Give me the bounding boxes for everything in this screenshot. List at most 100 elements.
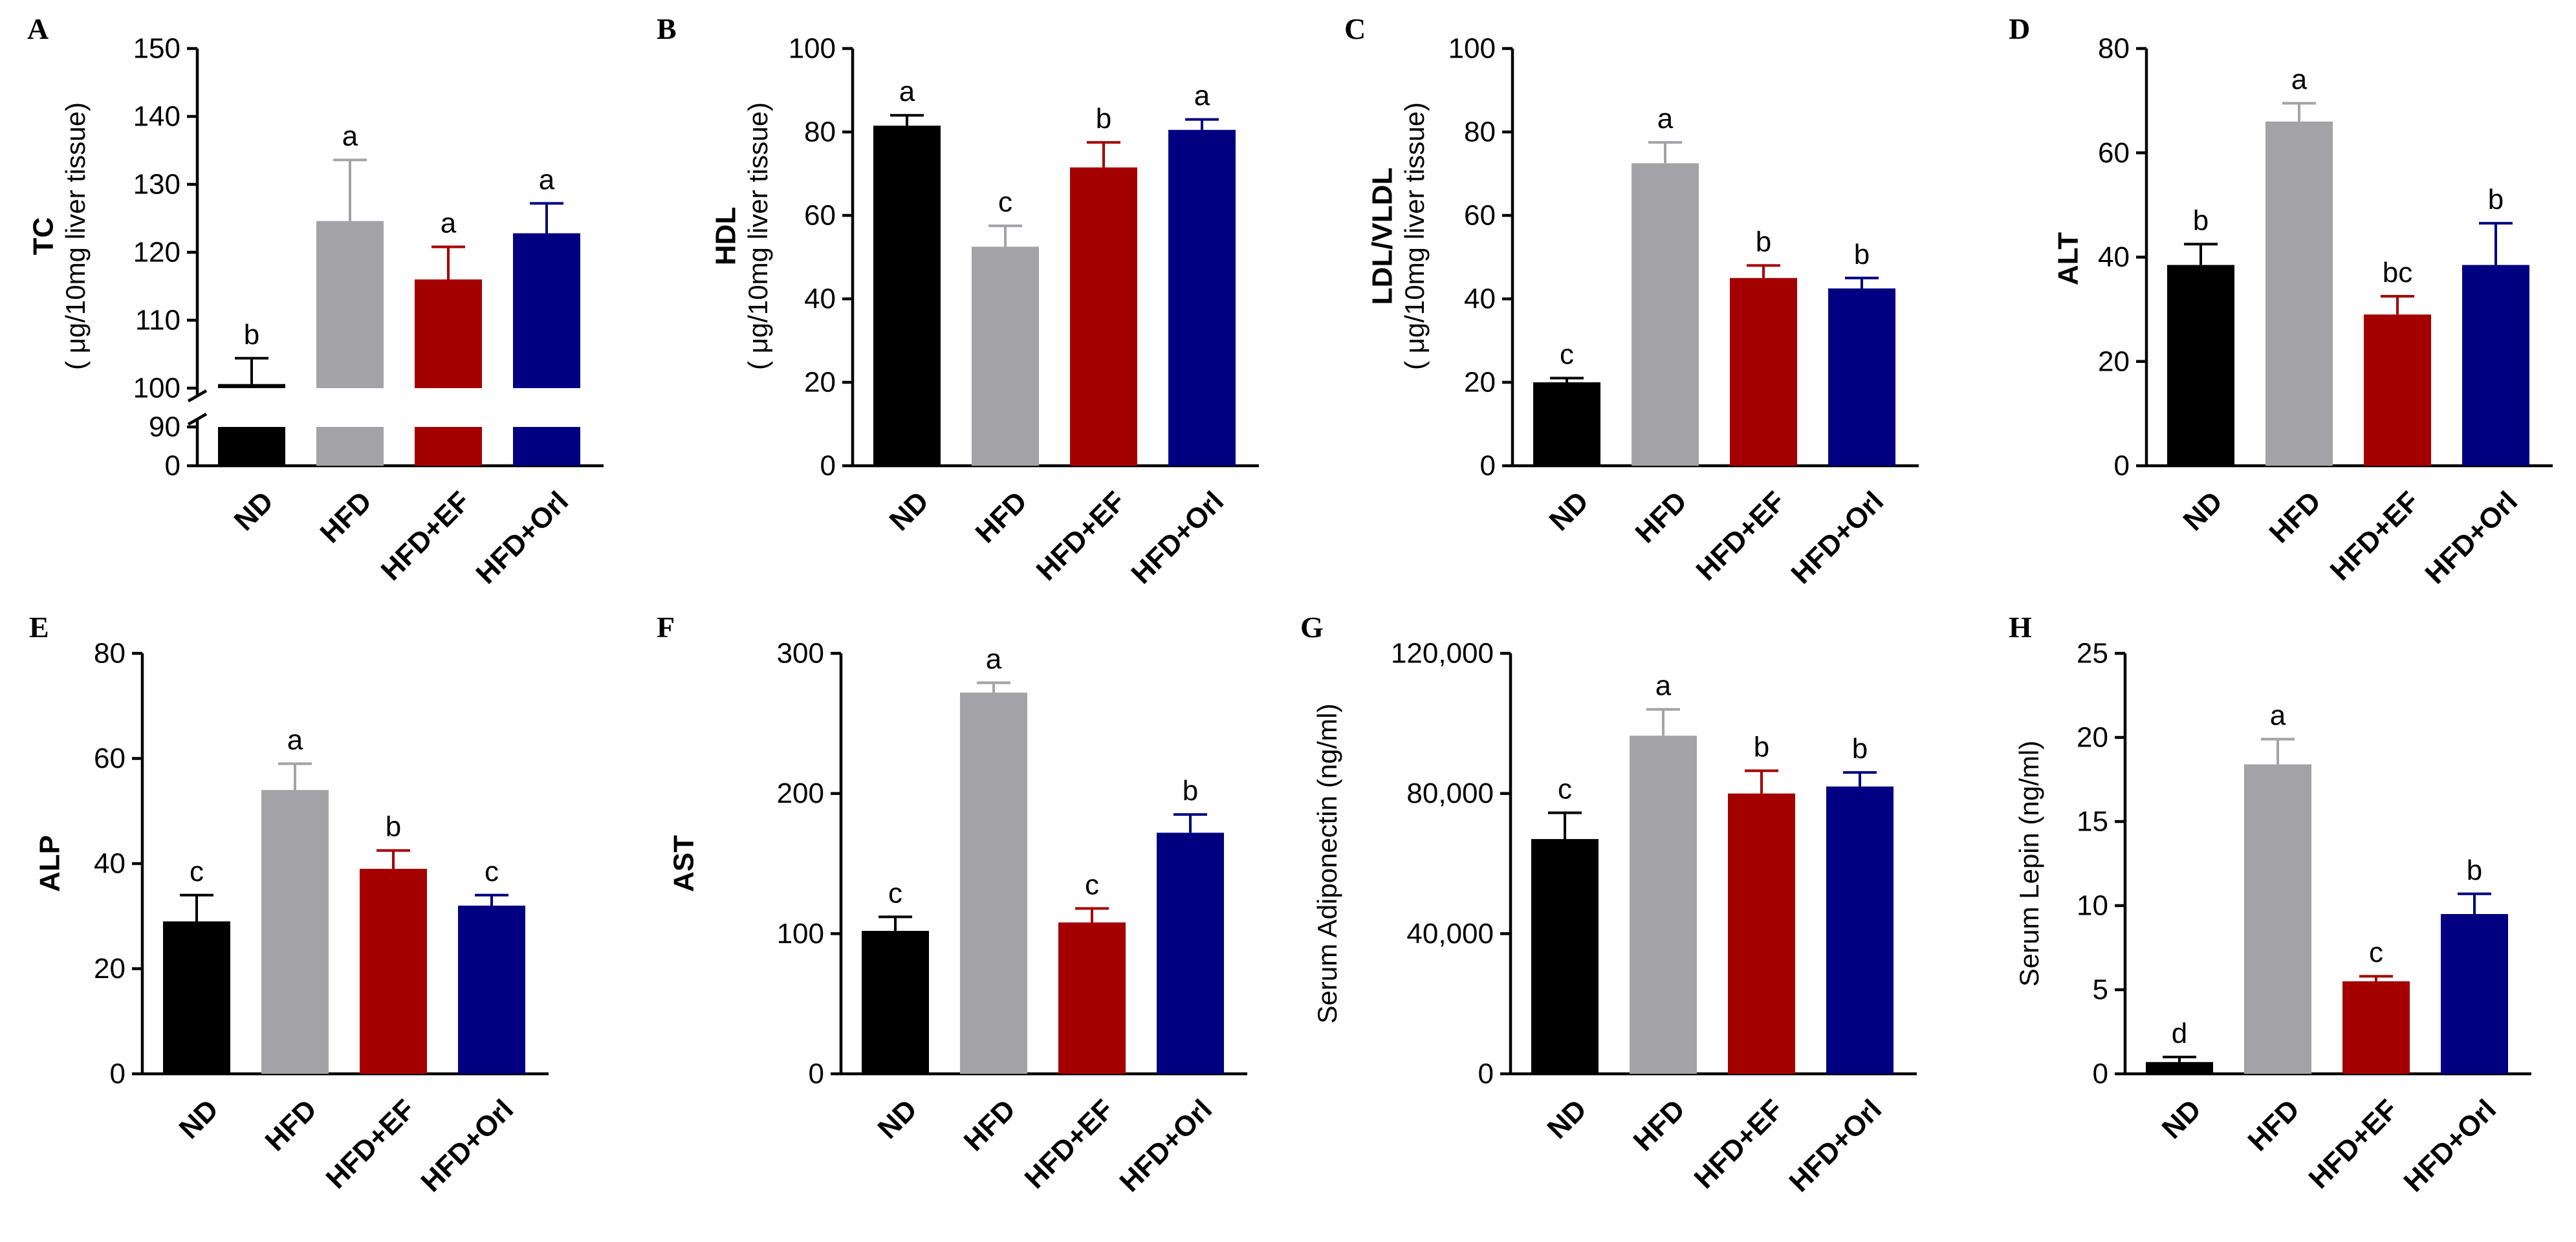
significance-letter: b [386,811,401,843]
significance-letter: a [441,208,457,239]
panel-f: F AST 0 100 200 300 c ND a HFD c HFD+EF b HFD+Orl [657,611,1247,1198]
category-label: ND [1542,1093,1593,1145]
category-label: ND [884,485,935,537]
y-tick-label: 60 [94,743,126,774]
y-tick-label: 40,000 [1406,918,1494,950]
panel-letter: H [2009,611,2032,644]
bar-hfd [2265,121,2333,466]
y-tick-label: 60 [1464,200,1496,232]
bar-lower-hfd+ef [415,427,482,466]
significance-letter: a [1655,670,1672,702]
y-tick-label: 80,000 [1406,778,1494,809]
category-label: HFD+EF [1019,1093,1120,1195]
significance-letter: a [1657,103,1674,135]
category-label: ND [2156,1093,2208,1145]
y-tick-label: 20 [2077,722,2108,754]
bar-hfd [2244,764,2311,1074]
bar-hfd+orl [458,906,525,1074]
panel-letter: D [2009,12,2030,45]
bar-hfd+orl [1828,288,1895,466]
axis-break-mark [187,413,208,426]
significance-letter: a [2291,64,2308,96]
panel-letter: C [1344,12,1366,45]
category-label: HFD+EF [320,1093,422,1195]
y-axis-sublabel: ( μg/10mg liver tissue) [743,102,773,370]
y-axis-sublabel: ( μg/10mg liver tissue) [1399,102,1430,370]
y-tick-label: 15 [2077,806,2108,838]
significance-letter: c [485,856,499,888]
category-label: HFD+Orl [1125,485,1230,590]
bar-hfd+orl [2462,265,2529,466]
y-tick-label: 10 [2077,890,2108,922]
y-axis-label: HDL [710,207,742,265]
bar-nd [873,125,941,466]
significance-letter: c [1558,773,1572,805]
significance-letter: b [1096,103,1111,135]
y-tick-label: 100 [777,918,824,950]
axis-break-mark [187,389,208,402]
category-label: HFD [314,485,378,549]
y-tick-label: 300 [777,638,824,670]
category-label: ND [872,1093,924,1145]
significance-letter: c [998,186,1012,218]
category-label: HFD+Orl [1783,1093,1888,1198]
y-axis-label: TC [28,217,60,256]
category-label: HFD [2264,485,2328,549]
y-tick-label: 0 [110,1058,126,1090]
panel-b: B HDL( μg/10mg liver tissue) 0 20 40 60 80 100 a… [657,12,1259,590]
panel-letter: F [657,611,675,644]
y-axis-label: LDL/VLDL [1367,168,1399,305]
significance-letter: c [190,856,204,888]
panel-letter: G [1300,611,1324,644]
y-tick-label: 0 [809,1058,824,1090]
y-tick-label: 0 [2114,450,2130,482]
y-tick-label: 40 [94,848,126,880]
significance-letter: a [2270,700,2286,732]
bar-hfd [261,790,329,1074]
panel-letter: A [27,12,49,45]
bar-hfd [1632,163,1699,466]
significance-letter: a [986,644,1002,675]
significance-letter: c [888,877,902,909]
significance-letter: b [244,319,259,351]
category-label: HFD+Orl [1785,485,1890,590]
bar-nd [1533,382,1600,466]
bar-nd [163,921,230,1074]
bar-hfd+ef [2342,981,2410,1074]
bar-nd [1531,839,1599,1074]
y-tick-label: 90 [149,411,180,443]
y-tick-label: 140 [133,101,180,133]
bar-hfd [972,246,1039,466]
y-tick-label: 25 [2077,638,2108,670]
y-tick-label: 100 [133,373,180,404]
significance-letter: b [1756,226,1771,257]
category-label: ND [228,485,280,537]
significance-letter: b [1852,733,1868,765]
panel-g: G Serum Adiponectin (ng/ml) 0 40,000 80,000 1… [1300,611,1917,1198]
bar-hfd+orl [2441,914,2508,1074]
bar-hfd [960,692,1027,1074]
panel-letter: B [657,12,677,45]
bar-nd [218,384,285,388]
y-tick-label: 60 [804,200,836,232]
y-tick-label: 0 [2093,1058,2108,1090]
significance-letter: a [342,120,358,152]
significance-letter: c [1085,869,1099,900]
bar-hfd+ef [1728,793,1795,1074]
y-tick-label: 200 [777,778,824,809]
bar-hfd [316,221,384,388]
significance-letter: b [1754,731,1769,763]
category-label: ND [1544,485,1595,537]
bar-hfd+orl [513,233,580,388]
y-tick-label: 80 [94,638,126,670]
significance-letter: b [1854,239,1870,270]
significance-letter: b [1183,775,1198,807]
y-tick-label: 40 [1464,283,1496,315]
y-tick-label: 110 [135,305,180,336]
y-tick-label: 120 [133,237,180,268]
bar-hfd [1630,735,1697,1074]
category-label: HFD+EF [1031,485,1132,587]
y-tick-label: 20 [94,953,126,985]
significance-letter: a [899,76,915,107]
